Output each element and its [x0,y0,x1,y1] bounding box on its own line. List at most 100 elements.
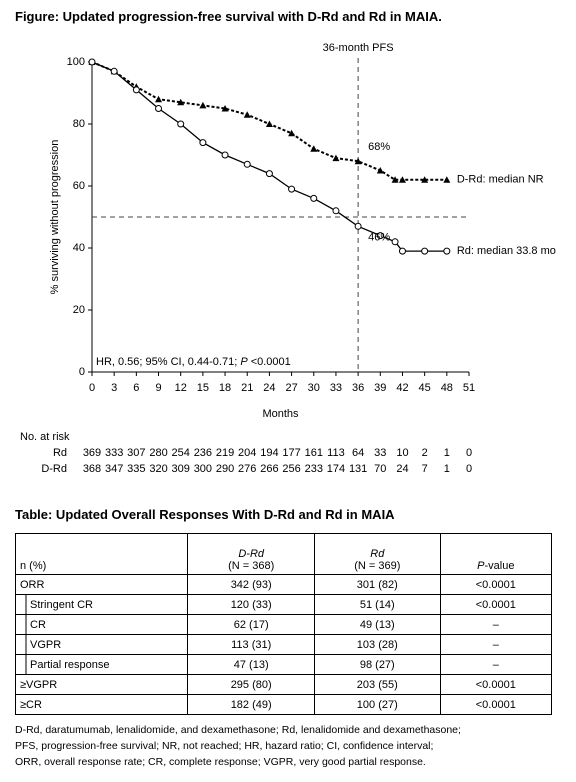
at-risk-value: 0 [466,447,472,459]
x-tick-label: 0 [89,382,95,394]
circle-marker [221,151,229,159]
table-cell: ≥VGPR [14,674,189,695]
circle-marker [443,247,451,255]
table-row: ORR 342 (93) 301 (82) <0.0001 [14,574,553,595]
table-row: ≥VGPR 295 (80) 203 (55) <0.0001 [14,674,553,695]
table-cell: – [439,654,553,675]
footnote: ORR, overall response rate; CR, complete… [15,756,426,768]
table-cell: 47 (13) [187,654,315,675]
table-cell: 342 (93) [187,574,315,595]
circle-marker [265,170,273,178]
x-tick-label: 30 [308,382,320,394]
x-tick-label: 48 [441,382,453,394]
circle-marker [332,207,340,215]
x-axis-label: Months [262,408,299,420]
at-risk-value: 64 [352,447,364,459]
at-risk-value: 204 [238,447,256,459]
at-risk-value: 300 [194,463,212,475]
y-tick-label: 20 [73,304,85,316]
at-risk-value: 369 [83,447,101,459]
x-tick-label: 33 [330,382,342,394]
at-risk-value: 290 [216,463,234,475]
response-table: n (%) D-Rd (N = 368) Rd (N = 369) P-value ORR 3… [14,533,553,715]
legend-label: D-Rd: median NR [457,174,544,186]
header-n: (N = 369) [354,560,401,572]
table-cell: 301 (82) [313,574,441,595]
at-risk-value: 0 [466,463,472,475]
circle-marker [421,247,429,255]
at-risk-value: 233 [305,463,323,475]
table-cell: ≥CR [14,694,189,715]
p-value: <0.0001 [248,356,291,368]
triangle-marker [288,129,296,137]
triangle-marker [332,154,340,162]
header-p: P [477,560,485,572]
x-tick-label: 51 [463,382,475,394]
at-risk-value: 276 [238,463,256,475]
at-risk-value: 33 [374,447,386,459]
header-arm: D-Rd [238,548,265,560]
table-cell: <0.0001 [439,594,553,615]
at-risk-value: 70 [374,463,386,475]
table-cell: 62 (17) [187,614,315,635]
at-risk-label: Rd [53,447,67,459]
table-cell: 203 (55) [313,674,441,695]
reference-label: 36-month PFS [323,42,394,54]
at-risk-value: 174 [327,463,345,475]
at-risk-value: 335 [127,463,145,475]
triangle-marker [398,176,406,183]
at-risk-label: D-Rd [41,463,67,475]
x-tick-label: 12 [175,382,187,394]
triangle-marker [243,111,251,118]
at-risk-value: 333 [105,447,123,459]
x-tick-label: 18 [219,382,231,394]
at-risk-value: 280 [149,447,167,459]
at-risk-value: 307 [127,447,145,459]
hr-note: HR, 0.56; 95% CI, 0.44-0.71; P <0.0001 [96,356,291,368]
y-tick-label: 60 [73,180,85,192]
at-risk-value: 194 [260,447,278,459]
triangle-marker [221,105,229,112]
at-risk-value: 309 [172,463,190,475]
table-row: Stringent CR 120 (33) 51 (14) <0.0001 [14,594,553,615]
header-cell: n (%) [14,533,189,575]
circle-marker [155,105,163,112]
header-arm: Rd [370,548,385,560]
table-cell: Partial response [14,654,189,675]
at-risk-value: 7 [422,463,428,475]
circle-marker [391,238,399,246]
circle-marker [288,185,296,193]
at-risk-value: 219 [216,447,234,459]
km-curve [91,61,447,252]
figure-title: Figure: Updated progression-free surviva… [15,9,442,24]
table-row: ≥CR 182 (49) 100 (27) <0.0001 [14,694,553,715]
triangle-marker [391,176,399,183]
table-cell: ORR [14,574,189,595]
legend-label: Rd: median 33.8 mo [457,245,556,257]
header-n: (N = 368) [228,560,275,572]
table-cell: 295 (80) [187,674,315,695]
at-risk-value: 368 [83,463,101,475]
table-title: Table: Updated Overall Responses With D-… [15,507,395,522]
hr-text: HR, 0.56; 95% CI, 0.44-0.71; [96,356,240,368]
at-risk-title: No. at risk [20,431,70,443]
header-cell: D-Rd (N = 368) [187,533,315,575]
circle-marker [177,120,185,128]
table-row: VGPR 113 (31) 103 (28) – [14,634,553,655]
circle-marker [398,247,406,255]
y-tick-label: 100 [67,56,85,68]
x-tick-label: 15 [197,382,209,394]
triangle-marker [177,98,185,106]
triangle-marker [155,95,163,103]
header-p-rest: -value [484,560,515,572]
circle-marker [199,139,207,147]
triangle-marker [265,120,273,127]
triangle-marker [354,157,362,165]
at-risk-value: 347 [105,463,123,475]
table-cell: Stringent CR [14,594,189,615]
x-tick-label: 42 [396,382,408,394]
at-risk-value: 1 [444,463,450,475]
x-tick-label: 21 [241,382,253,394]
y-tick-label: 0 [79,366,85,378]
